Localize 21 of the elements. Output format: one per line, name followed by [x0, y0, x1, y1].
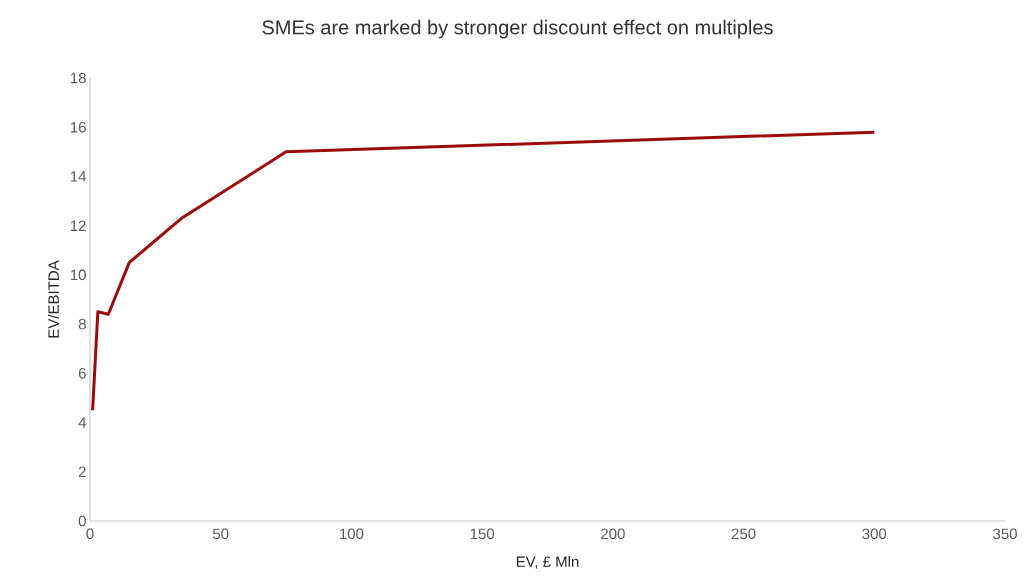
x-tick-label: 50	[212, 528, 229, 540]
x-tick-label: 300	[862, 528, 887, 540]
y-tick-label: 2	[78, 466, 86, 477]
x-tick-label: 100	[340, 528, 364, 540]
y-tick-label: 0	[78, 515, 86, 527]
x-tick-label: 250	[731, 528, 756, 540]
y-axis-title: EV/EBITDA	[47, 260, 59, 338]
y-tick-label: 12	[70, 220, 86, 231]
y-tick-label: 4	[78, 417, 87, 428]
x-axis-title: EV, £ Mln	[516, 556, 579, 569]
y-tick-label: 16	[70, 121, 86, 133]
y-tick-label: 8	[78, 318, 86, 330]
x-tick-label: 200	[601, 528, 625, 540]
y-tick-label: 10	[70, 269, 86, 281]
y-tick-label: 6	[78, 368, 86, 379]
x-tick-label: 150	[470, 528, 495, 540]
x-tick-label: 350	[993, 528, 1017, 540]
line-series	[91, 130, 876, 412]
chart-title: SMEs are marked by stronger discount effect on multiples	[262, 19, 773, 39]
y-tick-label: 14	[70, 171, 87, 182]
y-tick-label: 18	[70, 72, 86, 84]
